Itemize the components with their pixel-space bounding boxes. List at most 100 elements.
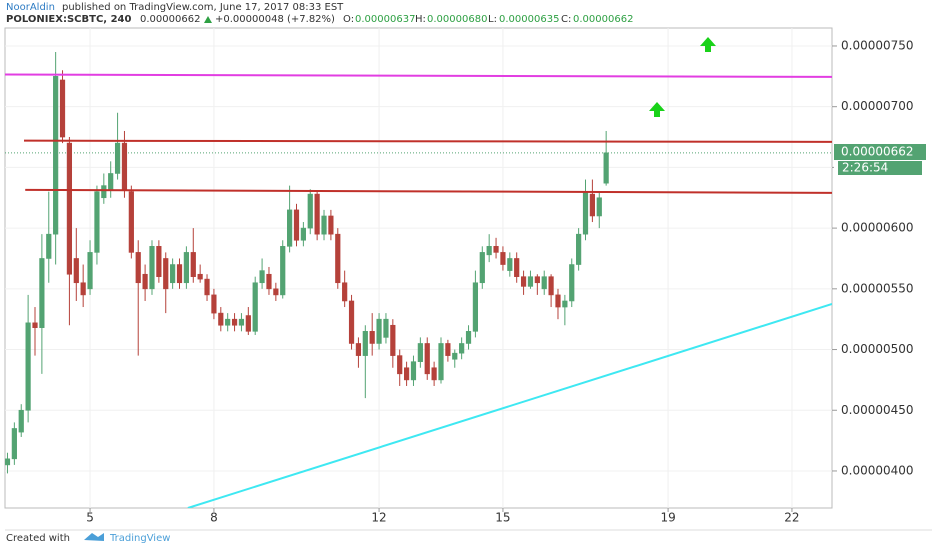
pane <box>5 28 832 508</box>
candle-body <box>128 191 134 253</box>
candle-body <box>108 173 114 190</box>
o-value: 0.00000637 <box>355 14 415 25</box>
candle-body <box>596 197 602 217</box>
candle-body <box>348 300 355 344</box>
candle-body <box>314 193 320 235</box>
y-tick-label: 0.00000400 <box>841 463 914 477</box>
candle-body <box>80 282 86 296</box>
candle-body <box>603 152 609 184</box>
x-tick-label: 12 <box>371 511 386 525</box>
candle-body <box>39 258 45 328</box>
candle-body <box>534 276 540 284</box>
candle-body <box>156 246 162 277</box>
author: NoorAldin <box>6 2 55 13</box>
candle-body <box>383 318 389 338</box>
candle-body <box>431 367 437 381</box>
candle-body <box>73 258 79 284</box>
candle-body <box>87 252 93 290</box>
y-tick-label: 0.00000600 <box>841 221 914 235</box>
candle-body <box>5 458 11 466</box>
x-tick-label: 5 <box>86 511 94 525</box>
candle-body <box>493 246 499 253</box>
y-tick-label: 0.00000500 <box>841 342 914 356</box>
candle-body <box>445 343 451 356</box>
candle-body <box>293 209 300 241</box>
candle-body <box>459 343 465 354</box>
candle-body <box>266 273 272 290</box>
candle-body <box>11 428 17 460</box>
candle-body <box>252 282 258 332</box>
candle-body <box>589 193 595 217</box>
candle-body <box>101 185 107 199</box>
price-label: 0.00000662 <box>841 145 914 159</box>
candle-body <box>121 142 128 190</box>
candle-body <box>114 142 121 174</box>
candle-body <box>183 252 189 284</box>
candle-body <box>170 264 176 284</box>
y-tick-label: 0.00000550 <box>841 281 914 295</box>
x-tick-label: 19 <box>660 511 675 525</box>
h-label: H: <box>415 14 426 25</box>
candle-body <box>135 252 141 284</box>
candle-body <box>362 331 368 356</box>
footer-brand: TradingView <box>109 533 170 544</box>
candle-body <box>342 282 348 302</box>
candle-body <box>576 233 582 265</box>
candle-body <box>211 294 217 314</box>
drawing-line <box>25 188 832 194</box>
l-value: 0.00000635 <box>499 14 559 25</box>
candle-body <box>190 252 196 277</box>
candle-body <box>335 233 341 284</box>
up-arrow <box>204 16 212 23</box>
candle-body <box>562 300 568 308</box>
candle-body <box>465 331 472 344</box>
candle-body <box>238 318 245 326</box>
candle-body <box>424 343 430 375</box>
candle-body <box>514 258 520 277</box>
candle-body <box>204 278 210 296</box>
drawing-line <box>187 303 832 508</box>
drawing-line <box>5 73 832 78</box>
candle-body <box>438 343 444 381</box>
brand-logo <box>84 533 104 541</box>
price: 0.00000662 <box>140 14 200 25</box>
candle-body <box>300 227 306 241</box>
arrow-marker <box>700 37 716 52</box>
y-tick-label: 0.00000700 <box>841 99 914 113</box>
candle-body <box>507 258 513 271</box>
countdown-box <box>838 161 922 175</box>
y-tick-label: 0.00000450 <box>841 403 914 417</box>
symbol: POLONIEX:SCBTC, 240 <box>6 14 131 25</box>
candle-body <box>472 282 479 332</box>
arrow-marker <box>649 102 665 117</box>
candle-body <box>569 264 575 302</box>
candle-body <box>163 258 169 290</box>
y-tick-label: 0.00000750 <box>841 38 914 52</box>
candle-body <box>520 276 527 287</box>
footer-created: Created with <box>6 533 70 544</box>
c-label: C: <box>561 14 571 25</box>
published: published on TradingView.com, June 17, 2… <box>62 2 344 13</box>
candle-body <box>541 276 547 290</box>
candle-body <box>149 246 155 290</box>
candle-body <box>18 409 24 433</box>
candle-body <box>197 273 203 280</box>
x-tick-label: 15 <box>495 511 510 525</box>
candle-body <box>369 331 375 344</box>
price-label-box <box>834 144 926 160</box>
l-label: L: <box>488 14 497 25</box>
countdown: 2:26:54 <box>842 161 888 175</box>
candle-body <box>403 367 410 381</box>
candle-body <box>280 246 286 296</box>
change: +0.00000048 (+7.82%) <box>215 14 335 25</box>
candle-body <box>94 191 100 253</box>
candle-body <box>25 322 31 411</box>
candle-body <box>500 252 506 265</box>
candle-body <box>287 209 293 247</box>
candle-body <box>397 355 403 375</box>
candle-body <box>46 233 52 259</box>
drawing-line <box>23 139 832 143</box>
candle-body <box>142 273 148 290</box>
